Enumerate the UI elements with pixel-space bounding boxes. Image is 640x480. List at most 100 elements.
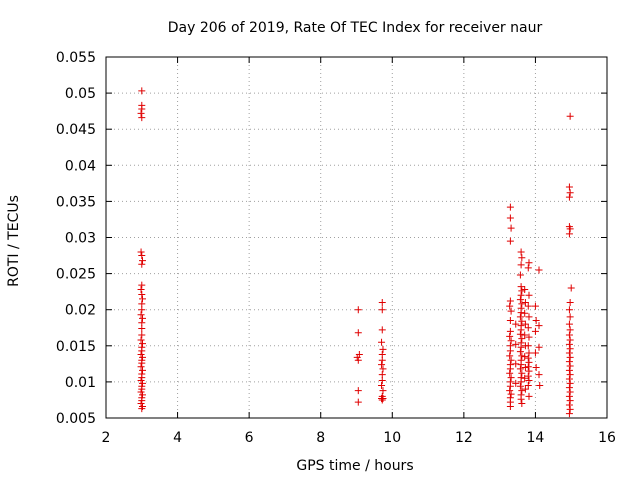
- data-point: [566, 388, 574, 396]
- data-point: [518, 387, 526, 395]
- data-point: [139, 340, 147, 348]
- y-tick-label: 0.005: [56, 411, 96, 427]
- data-point: [525, 376, 533, 384]
- y-tick-label: 0.01: [65, 375, 96, 391]
- data-point: [138, 252, 146, 260]
- data-point: [516, 296, 524, 304]
- data-point: [379, 387, 387, 395]
- data-point: [379, 395, 387, 403]
- data-point: [137, 363, 145, 371]
- data-point: [517, 378, 525, 386]
- data-point: [516, 382, 524, 390]
- data-point: [517, 283, 525, 291]
- chart-title: Day 206 of 2019, Rate Of TEC Index for r…: [168, 20, 543, 36]
- data-point: [525, 392, 533, 400]
- data-point: [507, 356, 515, 364]
- data-point: [139, 379, 147, 387]
- data-point: [137, 311, 145, 319]
- y-tick-label: 0.04: [65, 158, 96, 174]
- data-point: [517, 309, 525, 317]
- data-point: [506, 347, 514, 355]
- data-point: [379, 365, 387, 373]
- data-point: [518, 400, 526, 408]
- data-point: [139, 257, 147, 265]
- x-tick-label: 8: [316, 430, 325, 446]
- data-point: [506, 297, 514, 305]
- data-point: [536, 382, 544, 390]
- data-point: [378, 361, 386, 369]
- data-point: [378, 356, 386, 364]
- data-point: [518, 335, 526, 343]
- data-point: [518, 352, 526, 360]
- data-point: [521, 320, 529, 328]
- data-point: [138, 87, 146, 95]
- data-point: [516, 365, 524, 373]
- data-point: [531, 349, 539, 357]
- y-tick-label: 0.035: [56, 194, 96, 210]
- x-tick-label: 14: [527, 430, 545, 446]
- data-point: [512, 320, 520, 328]
- data-point: [138, 260, 146, 268]
- x-tick-label: 2: [102, 430, 111, 446]
- data-point: [525, 259, 533, 267]
- data-point: [524, 342, 532, 350]
- data-point: [566, 189, 574, 197]
- data-point: [378, 376, 386, 384]
- data-point: [512, 379, 520, 387]
- data-point: [138, 105, 146, 113]
- data-point: [566, 345, 574, 353]
- data-point: [506, 317, 514, 325]
- tick-labels: 2 4 6 8 10 12 14 16 0.005 0.01 0.015 0.02 0.025 0.03 0…: [56, 50, 616, 446]
- data-point: [507, 224, 515, 232]
- data-point: [354, 387, 362, 395]
- data-point: [517, 248, 525, 256]
- data-point: [521, 353, 529, 361]
- data-point: [506, 369, 514, 377]
- y-tick-label: 0.045: [56, 122, 96, 138]
- data-point: [565, 375, 573, 383]
- data-point: [139, 353, 147, 361]
- data-point: [532, 363, 540, 371]
- data-point: [507, 390, 515, 398]
- data-point: [565, 384, 573, 392]
- data-point: [565, 183, 573, 191]
- data-point: [353, 353, 361, 361]
- data-point: [518, 287, 526, 295]
- data-point: [354, 306, 362, 314]
- data-point: [138, 359, 146, 367]
- data-point: [507, 374, 515, 382]
- data-point: [566, 112, 574, 120]
- y-axis-label: ROTI / TECUs: [6, 195, 22, 287]
- data-point: [524, 324, 532, 332]
- data-point: [566, 405, 574, 413]
- data-point: [517, 261, 525, 269]
- data-point: [521, 285, 529, 293]
- data-point: [516, 348, 524, 356]
- data-point: [506, 387, 514, 395]
- data-point: [525, 367, 533, 375]
- data-point: [565, 230, 573, 238]
- data-point: [138, 331, 146, 339]
- data-point: [531, 327, 539, 335]
- data-point: [506, 365, 514, 373]
- data-point: [517, 326, 525, 334]
- data-point: [565, 366, 573, 374]
- axis-ticks: [105, 56, 608, 419]
- data-point: [506, 203, 514, 211]
- y-tick-label: 0.025: [56, 267, 96, 283]
- data-point: [138, 114, 146, 122]
- data-point: [524, 302, 532, 310]
- data-point: [354, 398, 362, 406]
- data-point: [566, 371, 574, 379]
- data-point: [521, 331, 529, 339]
- data-point: [565, 410, 573, 418]
- data-point: [354, 356, 362, 364]
- data-point: [378, 396, 386, 404]
- data-point: [378, 338, 386, 346]
- data-point: [567, 284, 575, 292]
- data-point: [138, 405, 146, 413]
- data-point: [139, 295, 147, 303]
- x-tick-label: 10: [383, 430, 401, 446]
